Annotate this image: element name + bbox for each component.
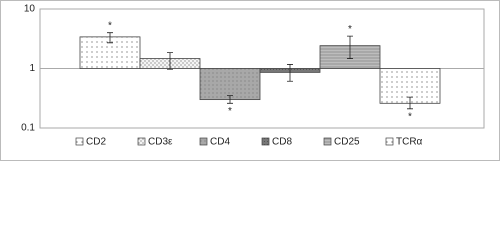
significance-mark: *: [108, 20, 112, 31]
legend-label: CD4: [210, 137, 230, 148]
legend-swatch: [199, 137, 208, 146]
legend-label: CD2: [86, 137, 106, 148]
legend-swatch: [75, 137, 84, 146]
error-bar: [227, 95, 233, 104]
error-bar: [407, 96, 413, 110]
y-tick-label: 10: [24, 4, 36, 15]
legend-swatch: [323, 137, 332, 146]
error-bar: [107, 32, 113, 44]
significance-mark: *: [348, 24, 352, 35]
significance-mark: *: [408, 111, 412, 122]
y-tick-label: 0.1: [21, 123, 35, 134]
legend-label: CD25: [334, 137, 360, 148]
legend-swatch: [137, 137, 146, 146]
legend-label: CD3ε: [148, 137, 173, 148]
y-tick-label: 1: [29, 63, 35, 74]
error-bar: [167, 52, 173, 70]
bar: [199, 68, 261, 101]
error-bar: [347, 35, 353, 59]
legend-swatch: [261, 137, 270, 146]
chart: 0.1 1 10 * * * * CD2 CD3ε CD4 CD8 CD25 TCRα: [0, 0, 500, 161]
significance-mark: *: [228, 106, 232, 117]
legend-swatch: [385, 137, 394, 146]
legend-label: CD8: [272, 137, 292, 148]
error-bar: [287, 64, 293, 82]
legend-label: TCRα: [396, 137, 423, 148]
